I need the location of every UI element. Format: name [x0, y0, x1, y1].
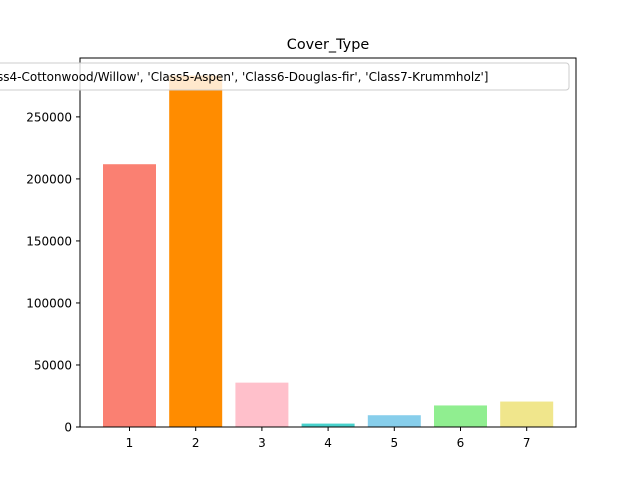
x-axis: 1 2 3 4 5 6 7: [126, 427, 531, 450]
y-axis: 0 50000 100000 150000 200000 250000: [26, 110, 80, 435]
x-tick-label: 1: [126, 436, 134, 450]
y-tick-label: 50000: [34, 358, 72, 372]
x-tick-label: 6: [457, 436, 465, 450]
bar-3: [235, 382, 289, 427]
y-tick-label: 0: [64, 421, 72, 435]
x-tick-label: 2: [192, 436, 200, 450]
bar-2: [169, 75, 223, 427]
bars-group: [103, 75, 554, 427]
x-tick-label: 4: [324, 436, 332, 450]
plot-frame: [79, 57, 577, 428]
y-tick-label: 150000: [26, 234, 72, 248]
bar-1: [103, 164, 156, 427]
x-tick-label: 7: [523, 436, 531, 450]
bar-4: [301, 423, 355, 427]
y-tick-label: 200000: [26, 172, 72, 186]
y-tick-label: 100000: [26, 296, 72, 310]
legend: ss4-Cottonwood/Willow', 'Class5-Aspen', …: [0, 62, 570, 91]
bar-5: [367, 415, 421, 427]
chart-title: Cover_Type: [287, 37, 370, 53]
legend-text: ss4-Cottonwood/Willow', 'Class5-Aspen', …: [0, 70, 488, 84]
legend-box: [0, 62, 570, 91]
x-tick-label: 3: [258, 436, 266, 450]
bar-6: [434, 405, 487, 427]
bar-7: [500, 401, 554, 427]
x-tick-label: 5: [390, 436, 398, 450]
y-tick-label: 250000: [26, 110, 72, 124]
